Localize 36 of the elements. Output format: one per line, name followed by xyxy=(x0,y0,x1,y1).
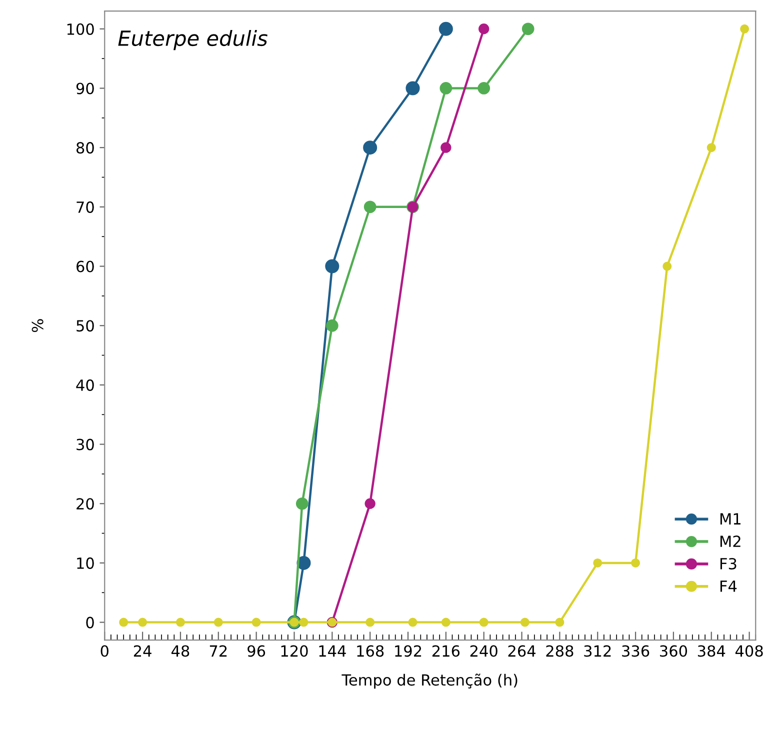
legend-label: M1 xyxy=(720,513,740,524)
x-tick-label: 288 xyxy=(546,645,574,657)
text: Euterpe edulis xyxy=(118,30,268,50)
y-tick-label: 60 xyxy=(76,260,94,272)
x-axis-title: Tempo de Retenção (h) xyxy=(342,674,518,689)
x-tick-label: 312 xyxy=(584,645,611,657)
x-tick-label: 144 xyxy=(319,645,346,657)
x-tick-label: 0 xyxy=(100,645,108,657)
y-tick-label: 30 xyxy=(76,438,94,450)
legend-label: F3 xyxy=(720,558,736,570)
x-tick-label: 360 xyxy=(660,645,688,657)
x-tick-label: 264 xyxy=(508,645,536,657)
x-tick-label: 120 xyxy=(281,645,308,657)
x-tick-label: 216 xyxy=(432,645,460,657)
x-tick-label: 48 xyxy=(171,645,190,657)
x-tick-label: 240 xyxy=(470,645,498,657)
legend-label: F4 xyxy=(720,580,737,592)
y-tick-label: 40 xyxy=(76,379,94,391)
x-tick-label: 408 xyxy=(735,645,763,657)
y-tick-label: 10 xyxy=(77,557,94,569)
y-tick-label: 70 xyxy=(76,201,94,213)
x-tick-label: 96 xyxy=(248,645,266,657)
x-tick-label: 336 xyxy=(622,645,650,657)
x-tick-label: 192 xyxy=(395,645,422,657)
y-tick-label: 90 xyxy=(76,82,94,94)
x-tick-label: 168 xyxy=(357,645,384,657)
y-tick-label: 50 xyxy=(76,320,94,332)
y-axis-title: % xyxy=(32,319,44,332)
x-tick-label: 72 xyxy=(210,645,227,657)
x-tick-label: 24 xyxy=(134,645,152,657)
y-tick-label: 0 xyxy=(86,616,94,628)
x-tick-label: 384 xyxy=(698,645,726,657)
y-tick-label: 100 xyxy=(67,23,94,35)
y-tick-label: 80 xyxy=(76,142,94,154)
legend-label: M2 xyxy=(720,536,740,547)
y-tick-label: 20 xyxy=(76,498,94,510)
